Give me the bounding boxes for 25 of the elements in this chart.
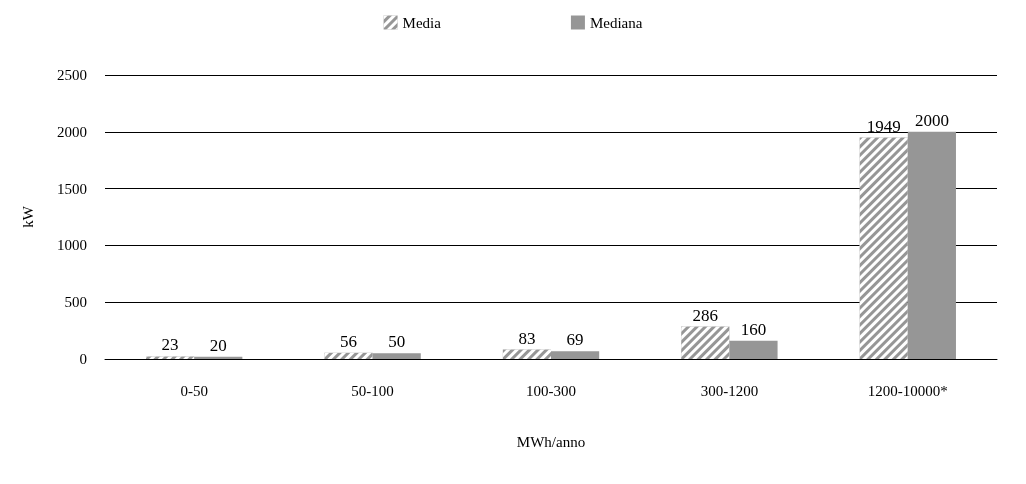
y-axis-title: kW bbox=[19, 205, 36, 228]
x-axis-title: MWh/anno bbox=[516, 433, 586, 450]
y-tick-label: 500 bbox=[64, 294, 87, 311]
data-label: 23 bbox=[161, 335, 179, 355]
data-label: 50 bbox=[388, 332, 406, 352]
x-tick-label: 100-300 bbox=[526, 382, 576, 399]
data-label: 20 bbox=[209, 335, 227, 355]
x-tick-label: 300-1200 bbox=[700, 382, 759, 399]
data-label: 83 bbox=[518, 328, 536, 348]
x-tick-label: 50-100 bbox=[351, 382, 394, 399]
data-label: 1949 bbox=[866, 116, 901, 136]
data-label: 56 bbox=[340, 331, 358, 351]
y-tick-label: 2000 bbox=[57, 123, 87, 140]
x-tick-label: 1200-10000* bbox=[867, 382, 948, 399]
data-label: 160 bbox=[740, 319, 767, 339]
y-tick-label: 1500 bbox=[57, 180, 87, 197]
y-tick-label: 0 bbox=[79, 351, 87, 367]
x-tick-label: 0-50 bbox=[180, 382, 208, 399]
y-tick-label: 2500 bbox=[57, 67, 87, 83]
data-label: 2000 bbox=[914, 110, 949, 130]
data-label: 286 bbox=[692, 305, 719, 325]
y-tick-label: 1000 bbox=[57, 237, 87, 254]
legend-label: Media bbox=[402, 14, 442, 31]
legend-label: Mediana bbox=[589, 14, 643, 31]
data-label: 69 bbox=[566, 330, 584, 350]
